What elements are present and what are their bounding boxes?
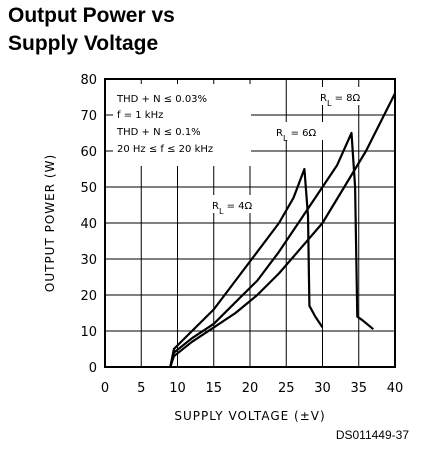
y-axis-label: OUTPUT POWER (W) — [43, 154, 57, 292]
x-axis-label: SUPPLY VOLTAGE (±V) — [174, 409, 325, 423]
conditions-box — [113, 84, 251, 166]
label-box-4ohm — [208, 195, 274, 213]
x-tick-label: 20 — [242, 381, 259, 396]
condition-text: THD + N ≤ 0.1% — [116, 127, 201, 138]
series-label: RL = 4Ω — [212, 201, 253, 216]
y-tick-label: 10 — [80, 325, 97, 340]
x-tick-label: 0 — [101, 381, 109, 396]
series-line — [169, 167, 324, 368]
y-tick-label: 0 — [89, 361, 97, 376]
x-tick-label: 15 — [205, 381, 222, 396]
series-line — [169, 131, 375, 368]
y-tick-label: 40 — [80, 217, 97, 232]
chart-title-line-1: Output Power vs — [8, 4, 175, 27]
y-tick-label: 60 — [80, 145, 97, 160]
plot-frame — [104, 78, 396, 368]
series-label-rest: = 4Ω — [223, 201, 252, 212]
x-tick-label: 35 — [350, 381, 367, 396]
y-tick-label: 30 — [80, 253, 97, 268]
condition-text: THD + N ≤ 0.03% — [116, 94, 207, 105]
y-tick-label: 70 — [80, 109, 97, 124]
chart-ticks: 0 5 10 15 20 25 30 35 40 0 10 20 30 40 50 60 70 80 — [80, 73, 403, 396]
series-label-rest: = 6Ω — [287, 128, 316, 139]
series-label-sub: L — [327, 99, 332, 108]
series-label-main: R — [276, 128, 283, 139]
figure-code: DS011449-37 — [335, 428, 409, 442]
chart-labels: SUPPLY VOLTAGE (±V) OUTPUT POWER (W) THD +… — [43, 93, 361, 423]
x-tick-label: 30 — [314, 381, 331, 396]
chart-title: Output Power vs Supply Voltage — [8, 2, 175, 58]
series-label: RL = 8Ω — [320, 93, 361, 108]
chart-title-line-2: Supply Voltage — [8, 32, 159, 55]
series-label-rest: = 8Ω — [331, 93, 360, 104]
x-tick-label: 10 — [169, 381, 186, 396]
x-tick-label: 40 — [387, 381, 404, 396]
chart-series — [169, 92, 396, 368]
series-label-main: R — [212, 201, 219, 212]
y-tick-label: 20 — [80, 289, 97, 304]
label-box-6ohm — [272, 122, 342, 140]
series-label-main: R — [320, 93, 327, 104]
x-tick-label: 25 — [278, 381, 295, 396]
series-label-sub: L — [283, 134, 288, 143]
annotation-boxes — [113, 84, 384, 213]
label-box-8ohm — [316, 87, 384, 105]
series-label-sub: L — [219, 207, 224, 216]
y-tick-label: 50 — [80, 181, 97, 196]
condition-text: f = 1 kHz — [117, 110, 163, 121]
y-tick-label: 80 — [80, 73, 97, 88]
series-label: RL = 6Ω — [276, 128, 317, 143]
x-tick-label: 5 — [137, 381, 145, 396]
chart-frame — [104, 78, 396, 368]
series-line — [169, 92, 396, 368]
condition-text: 20 Hz ≤ f ≤ 20 kHz — [117, 144, 213, 155]
